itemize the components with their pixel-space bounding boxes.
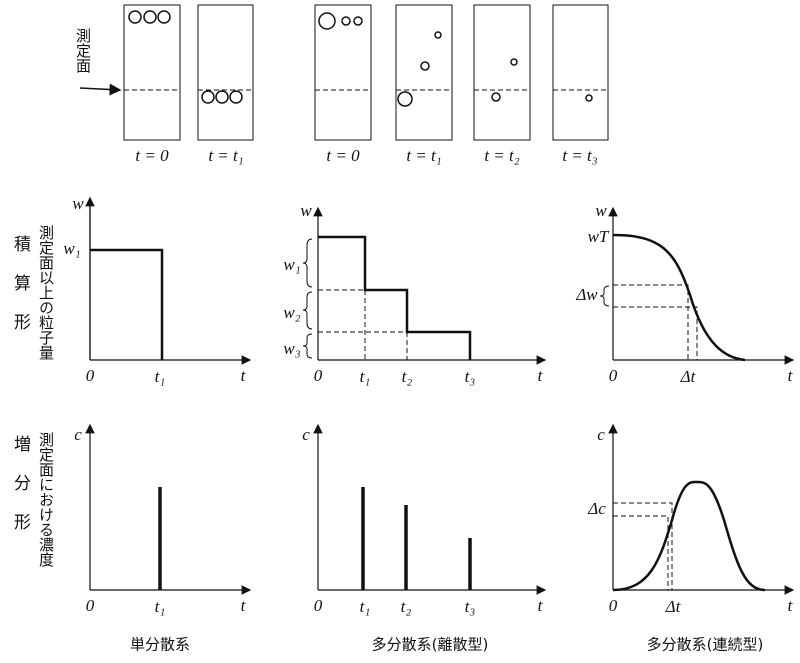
curves	[90, 233, 766, 592]
x-label: Δt	[680, 367, 697, 386]
axis-title: 測定面以上の粒子量	[37, 225, 55, 360]
column-label: 単分散系	[130, 636, 190, 654]
tube-label: t = 0	[135, 146, 169, 165]
origin-label: 0	[314, 596, 323, 615]
y-label: Δw	[575, 285, 598, 304]
x-label: t₁	[155, 367, 166, 386]
origin-label: 0	[609, 596, 618, 615]
tube-label: t = t₃	[562, 146, 597, 165]
tube-label: t = 0	[326, 146, 360, 165]
x-symbol: t	[538, 596, 544, 615]
row-label: 増分形	[10, 435, 30, 552]
x-label: t₁	[360, 597, 371, 616]
x-label: t₃	[465, 597, 476, 616]
x-label: t₁	[155, 597, 166, 616]
x-label: t₁	[360, 367, 371, 386]
origin-label: 0	[314, 366, 323, 385]
y-symbol: w	[72, 194, 84, 213]
y-symbol: w	[300, 201, 312, 220]
y-symbol: c	[302, 425, 310, 444]
y-symbol: c	[597, 425, 605, 444]
tube-label: t = t₁	[208, 146, 243, 165]
origin-label: 0	[86, 596, 95, 615]
x-label: Δt	[665, 597, 682, 616]
y-symbol: c	[74, 425, 82, 444]
column-label: 多分散系(連続型)	[647, 636, 764, 654]
x-label: t₂	[402, 367, 413, 386]
row-label: 積算形	[10, 235, 30, 352]
axes	[85, 196, 795, 595]
y-label: w₁	[283, 255, 300, 274]
x-symbol: t	[241, 596, 247, 615]
x-symbol: t	[788, 596, 794, 615]
x-label: t₃	[465, 367, 476, 386]
y-label: w₃	[283, 339, 300, 358]
x-symbol: t	[788, 366, 794, 385]
axis-title: 測定面における濃度	[37, 432, 55, 567]
origin-label: 0	[609, 366, 618, 385]
column-label: 多分散系(離散型)	[372, 636, 489, 654]
tube-label: t = t₂	[484, 146, 519, 165]
y-label: wT	[588, 227, 610, 246]
x-symbol: t	[538, 366, 544, 385]
y-label: Δc	[587, 499, 606, 518]
dashed-guides	[302, 238, 698, 590]
tube-label: t = t₁	[406, 146, 441, 165]
x-symbol: t	[241, 366, 247, 385]
y-symbol: w	[595, 201, 607, 220]
y-label: w₂	[283, 303, 300, 322]
x-label: t₂	[401, 597, 412, 616]
tubes	[79, 4, 609, 141]
plane-label: 測定面	[74, 28, 92, 73]
y-label: w₁	[63, 239, 80, 258]
origin-label: 0	[86, 366, 95, 385]
